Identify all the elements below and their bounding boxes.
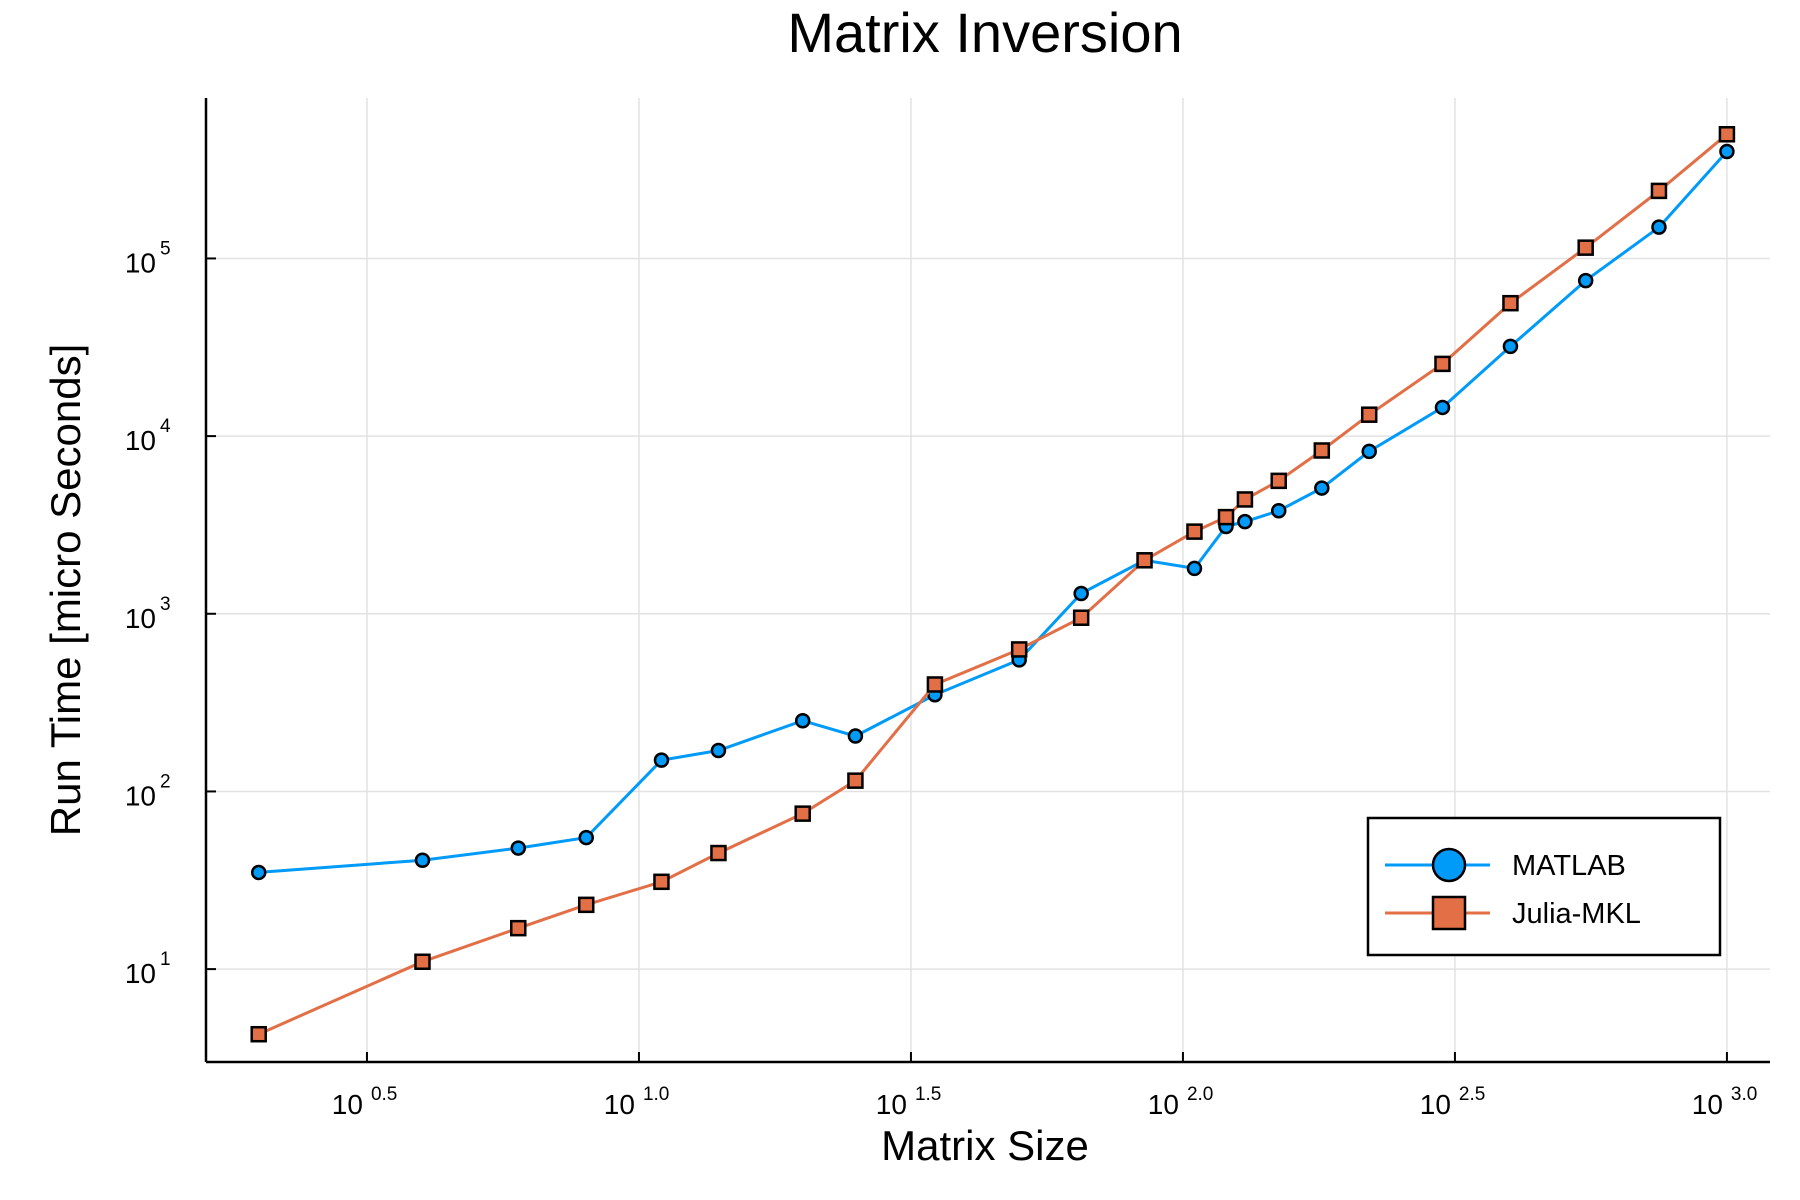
legend-label: MATLAB [1512,850,1626,882]
data-point [1237,513,1253,530]
series-julia-mkl [250,126,1736,1043]
data-point [1361,443,1377,460]
data-point [1502,338,1519,355]
series [250,126,1736,1043]
data-point [794,712,811,729]
grid-lines [206,98,1770,1062]
legend-box [1366,816,1722,957]
x-tick-exponent: 1.0 [643,1084,669,1105]
y-tick-label: 10 [125,425,156,456]
data-point [926,676,944,693]
data-point [1718,126,1736,143]
y-tick-exponent: 2 [160,771,171,792]
y-tick-label: 10 [125,780,156,811]
x-axis-ticks: 10 0.5 10 1.0 10 1.5 10 2.0 10 2.5 10 3.0 [332,1052,1757,1120]
data-point [1650,182,1668,200]
data-point [1434,355,1451,373]
data-point [1136,552,1153,569]
data-point [1577,239,1594,256]
legend-marker [1431,847,1467,883]
data-point [1010,641,1028,658]
x-tick-label: 10 [876,1089,907,1120]
data-point [1270,472,1287,490]
y-tick-exponent: 4 [160,416,171,437]
data-point [1502,294,1519,312]
x-tick-label: 10 [1692,1089,1723,1120]
data-point [1360,406,1378,423]
x-tick-exponent: 3.0 [1731,1084,1757,1105]
data-point [653,873,670,891]
data-point [510,919,527,937]
y-tick-label: 10 [125,247,156,278]
data-point [1073,585,1089,602]
data-point [1186,560,1203,577]
y-tick-exponent: 5 [160,238,171,259]
y-tick-label: 10 [125,958,156,989]
data-point [1186,523,1203,540]
data-point [1313,442,1331,459]
data-point [1217,508,1235,526]
legend: MATLAB Julia-MKL [1366,816,1722,957]
chart-title: Matrix Inversion [787,1,1182,64]
x-tick-exponent: 0.5 [371,1084,397,1105]
x-tick-label: 10 [332,1089,363,1120]
legend-item: MATLAB [1385,847,1626,883]
data-point [653,752,670,768]
x-tick-exponent: 2.0 [1187,1084,1213,1105]
x-tick-exponent: 1.5 [915,1084,941,1105]
data-point [1072,609,1090,626]
data-point [414,953,431,970]
legend-marker [1431,895,1467,931]
data-point [250,864,267,881]
data-point [1719,143,1735,160]
data-point [577,896,595,914]
x-tick-exponent: 2.5 [1459,1084,1485,1105]
legend-item: Julia-MKL [1385,895,1641,931]
data-point [1314,480,1330,496]
data-point [1651,219,1667,235]
x-axis-label: Matrix Size [881,1122,1089,1169]
data-point [414,852,431,868]
y-tick-label: 10 [125,603,156,634]
y-tick-exponent: 3 [160,594,171,615]
data-point [847,728,864,744]
data-point [710,844,727,862]
x-tick-label: 10 [1148,1089,1179,1120]
data-point [578,829,594,846]
data-point [710,742,727,759]
data-point [250,1025,267,1043]
data-point [1434,399,1451,416]
data-point [847,772,864,789]
data-point [1577,272,1594,289]
legend-label: Julia-MKL [1512,898,1641,930]
x-tick-label: 10 [1420,1089,1451,1120]
data-point [1236,491,1254,508]
y-axis-label: Run Time [micro Seconds] [42,344,89,837]
x-tick-label: 10 [604,1089,635,1120]
data-point [794,805,811,822]
y-tick-exponent: 1 [160,949,171,970]
data-point [510,840,527,856]
data-point [1270,503,1287,519]
